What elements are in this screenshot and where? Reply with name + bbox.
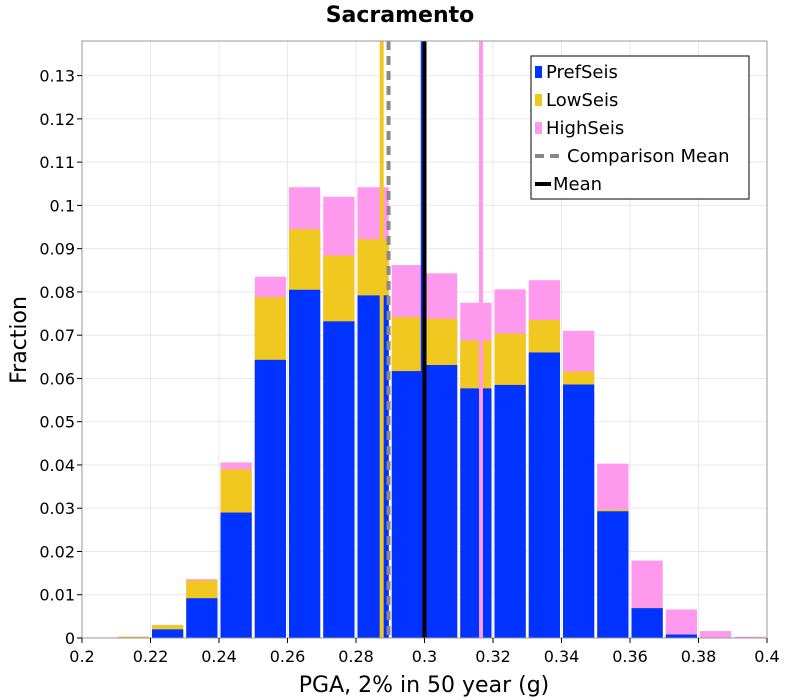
- x-tick-label: 0.38: [681, 647, 717, 666]
- x-tick-label: 0.28: [338, 647, 374, 666]
- y-tick-label: 0.07: [39, 326, 75, 345]
- bar-prefseis-13: [563, 384, 595, 638]
- y-tick-label: 0.11: [39, 153, 75, 172]
- bar-prefseis-2: [186, 598, 218, 638]
- legend-label: LowSeis: [546, 90, 618, 111]
- x-tick-label: 0.3: [412, 647, 437, 666]
- legend-swatch-lowseis: [535, 94, 542, 106]
- y-tick-label: 0: [65, 629, 75, 648]
- bar-prefseis-15: [631, 608, 663, 638]
- bar-prefseis-16: [665, 634, 697, 638]
- bar-highseis-18: [734, 636, 766, 638]
- x-tick-label: 0.2: [69, 647, 94, 666]
- legend-label: PrefSeis: [546, 62, 618, 83]
- bar-prefseis-12: [528, 352, 560, 638]
- y-tick-label: 0.03: [39, 499, 75, 518]
- bar-prefseis-1: [152, 629, 184, 638]
- legend-label: Mean: [553, 174, 602, 195]
- bar-lowseis-0: [117, 636, 149, 638]
- bar-prefseis-5: [289, 289, 321, 638]
- y-tick-label: 0.08: [39, 283, 75, 302]
- bar-prefseis-9: [426, 365, 458, 638]
- y-tick-label: 0.1: [50, 196, 75, 215]
- legend: PrefSeis LowSeis HighSeis Comparison Mean Me…: [530, 55, 750, 200]
- y-tick-label: 0.02: [39, 542, 75, 561]
- legend-swatch-highseis: [535, 122, 542, 134]
- legend-label: Comparison Mean: [567, 146, 730, 167]
- x-tick-label: 0.34: [544, 647, 580, 666]
- x-tick-label: 0.32: [475, 647, 511, 666]
- bar-prefseis-6: [323, 321, 355, 638]
- bar-prefseis-3: [220, 512, 252, 638]
- bar-prefseis-7: [357, 295, 389, 638]
- y-tick-label: 0.01: [39, 586, 75, 605]
- y-tick-label: 0.12: [39, 110, 75, 129]
- chart-title: Sacramento: [326, 3, 475, 28]
- y-tick-label: 0.13: [39, 67, 75, 86]
- x-tick-label: 0.26: [270, 647, 306, 666]
- bar-prefseis-11: [494, 384, 526, 638]
- x-tick-label: 0.22: [133, 647, 169, 666]
- y-tick-label: 0.06: [39, 369, 75, 388]
- bar-prefseis-14: [597, 511, 629, 638]
- x-tick-label: 0.4: [754, 647, 779, 666]
- bar-prefseis-4: [254, 359, 286, 638]
- legend-box: [530, 55, 750, 200]
- y-axis-label: Fraction: [7, 296, 32, 384]
- x-tick-label: 0.36: [612, 647, 648, 666]
- bar-prefseis-10: [460, 388, 492, 638]
- bar-highseis-16: [665, 609, 697, 638]
- y-tick-label: 0.04: [39, 456, 75, 475]
- y-tick-label: 0.05: [39, 413, 75, 432]
- y-tick-label: 0.09: [39, 240, 75, 259]
- bar-highseis-17: [700, 631, 732, 638]
- legend-label: HighSeis: [546, 118, 624, 139]
- legend-swatch-prefseis: [535, 66, 542, 78]
- x-tick-label: 0.24: [201, 647, 237, 666]
- x-axis-label: PGA, 2% in 50 year (g): [299, 673, 550, 698]
- bar-prefseis-8: [391, 371, 423, 638]
